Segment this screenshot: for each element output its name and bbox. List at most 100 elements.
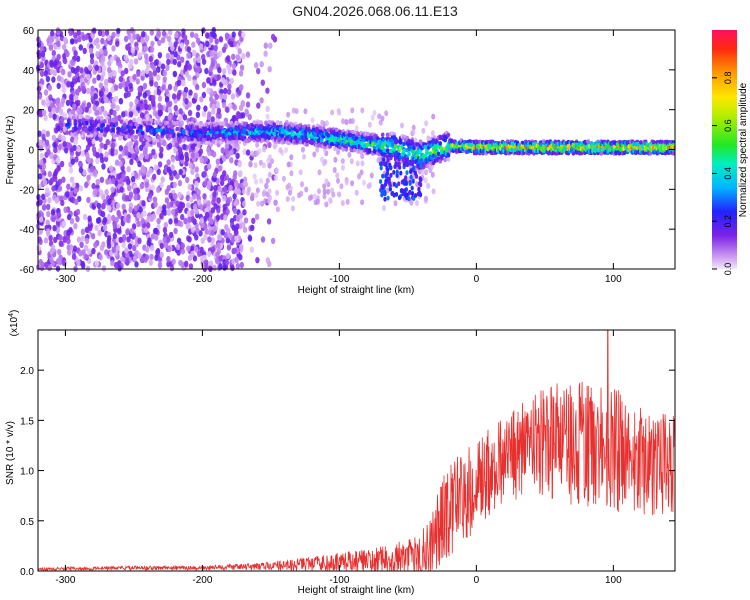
heatmap-cell (241, 53, 246, 60)
heatmap-cell (245, 110, 250, 117)
heatmap-cell (107, 76, 113, 84)
heatmap-cell (140, 37, 145, 44)
heatmap-cell (65, 191, 70, 198)
heatmap-cell (286, 111, 291, 118)
heatmap-cell (261, 162, 266, 169)
heatmap-cell (148, 167, 153, 174)
heatmap-cell (46, 228, 51, 235)
heatmap-cell (239, 244, 244, 251)
heatmap-cell (111, 97, 116, 104)
heatmap-cell (347, 151, 352, 158)
heatmap-cell (95, 152, 100, 159)
heatmap-cell (118, 75, 124, 83)
heatmap-cell (235, 54, 240, 61)
heatmap-cell (224, 32, 230, 39)
heatmap-cell (71, 181, 76, 189)
heatmap-cell (207, 163, 212, 170)
heatmap-cell (161, 30, 167, 37)
heatmap-cell (86, 73, 91, 81)
heatmap-cell (219, 179, 225, 187)
heatmap-cell (164, 197, 170, 204)
heatmap-cell (100, 211, 106, 218)
heatmap-cell (144, 103, 149, 111)
heatmap-cell (78, 107, 83, 115)
heatmap-cell (153, 201, 158, 208)
heatmap-cell (144, 181, 149, 188)
heatmap-cell (133, 188, 138, 195)
heatmap-cell (100, 203, 106, 210)
heatmap-cell (287, 182, 292, 189)
heatmap-cell (152, 196, 158, 203)
heatmap-cell (96, 202, 102, 210)
heatmap-cell (187, 109, 193, 117)
heatmap-cell (36, 211, 42, 219)
heatmap-cell (106, 213, 112, 221)
heatmap-cell (217, 165, 223, 172)
heatmap-cell (431, 113, 436, 120)
heatmap-cell (167, 106, 173, 114)
heatmap-cell (267, 198, 271, 205)
heatmap-cell (51, 49, 56, 57)
heatmap-cell (170, 156, 176, 163)
heatmap-cell (194, 166, 199, 173)
heatmap-cell (209, 36, 214, 44)
heatmap-cell (171, 208, 176, 216)
heatmap-cell (446, 157, 451, 162)
heatmap-cell (267, 171, 272, 178)
heatmap-cell (102, 224, 108, 231)
heatmap-cell (190, 226, 196, 233)
heatmap-cell (267, 154, 272, 161)
heatmap-cell (177, 179, 183, 187)
heatmap-cell (121, 111, 126, 118)
heatmap-cell (84, 181, 89, 189)
heatmap-cell (304, 186, 309, 193)
heatmap-cell (162, 129, 166, 135)
heatmap-cell (80, 150, 85, 157)
heatmap-cell (225, 252, 231, 260)
heatmap-cell (278, 120, 283, 126)
heatmap-cell (141, 70, 146, 77)
heatmap-cell (81, 85, 86, 92)
heatmap-cell (224, 259, 230, 266)
heatmap-cell (187, 52, 192, 59)
heatmap-cell (129, 101, 134, 108)
heatmap-cell (107, 198, 112, 205)
heatmap-cell (128, 191, 134, 198)
heatmap-cell (226, 244, 232, 251)
heatmap-cell (220, 229, 225, 236)
heatmap-cell (206, 200, 211, 207)
heatmap-cell (114, 84, 119, 91)
heatmap-cell (178, 168, 183, 176)
heatmap-cell (290, 205, 295, 212)
heatmap-cell (222, 93, 228, 101)
heatmap-cell (43, 89, 49, 96)
heatmap-cell (139, 183, 144, 190)
spectrogram-heatmap (35, 26, 676, 273)
heatmap-cell (131, 175, 136, 183)
heatmap-cell (261, 191, 266, 197)
heatmap-cell (242, 200, 246, 207)
heatmap-cell (107, 205, 112, 212)
heatmap-cell (73, 138, 78, 145)
heatmap-cell (115, 104, 120, 112)
heatmap-cell (129, 227, 134, 235)
heatmap-cell (56, 82, 61, 90)
heatmap-cell (204, 67, 209, 75)
heatmap-cell (93, 131, 97, 136)
heatmap-cell (50, 209, 56, 216)
heatmap-cell (55, 100, 60, 107)
heatmap-cell (199, 217, 204, 224)
heatmap-cell (105, 138, 110, 146)
heatmap-cell (238, 170, 243, 177)
heatmap-cell (69, 244, 74, 251)
heatmap-cell (186, 46, 192, 53)
heatmap-cell (213, 44, 218, 52)
heatmap-cell (89, 133, 94, 138)
heatmap-cell (55, 157, 61, 164)
heatmap-cell (187, 236, 192, 243)
heatmap-cell (73, 187, 78, 195)
heatmap-cell (202, 193, 207, 200)
heatmap-cell (86, 87, 91, 95)
heatmap-cell (110, 86, 115, 94)
heatmap-cell (326, 188, 331, 195)
